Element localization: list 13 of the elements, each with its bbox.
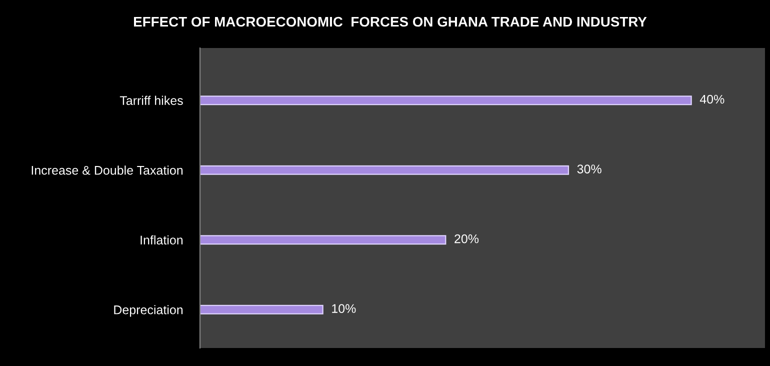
y-tick-label: Depreciation [114, 305, 183, 317]
y-tick-label: Increase & Double Taxation [32, 166, 183, 175]
data-label: 20% [454, 234, 479, 244]
bar [200, 96, 692, 106]
bar [200, 235, 446, 245]
y-tick-label: Inflation [140, 235, 183, 245]
chart-title: EFFECT OF MACROECONOMIC FORCES ON GHANA TRADE AND INDUSTRY [134, 16, 647, 27]
bar [200, 165, 570, 175]
bar [200, 304, 324, 314]
data-label: 10% [332, 304, 356, 313]
y-tick-label: Tarriff hikes [120, 96, 183, 105]
data-label: 40% [700, 94, 724, 104]
data-label: 30% [577, 164, 602, 174]
